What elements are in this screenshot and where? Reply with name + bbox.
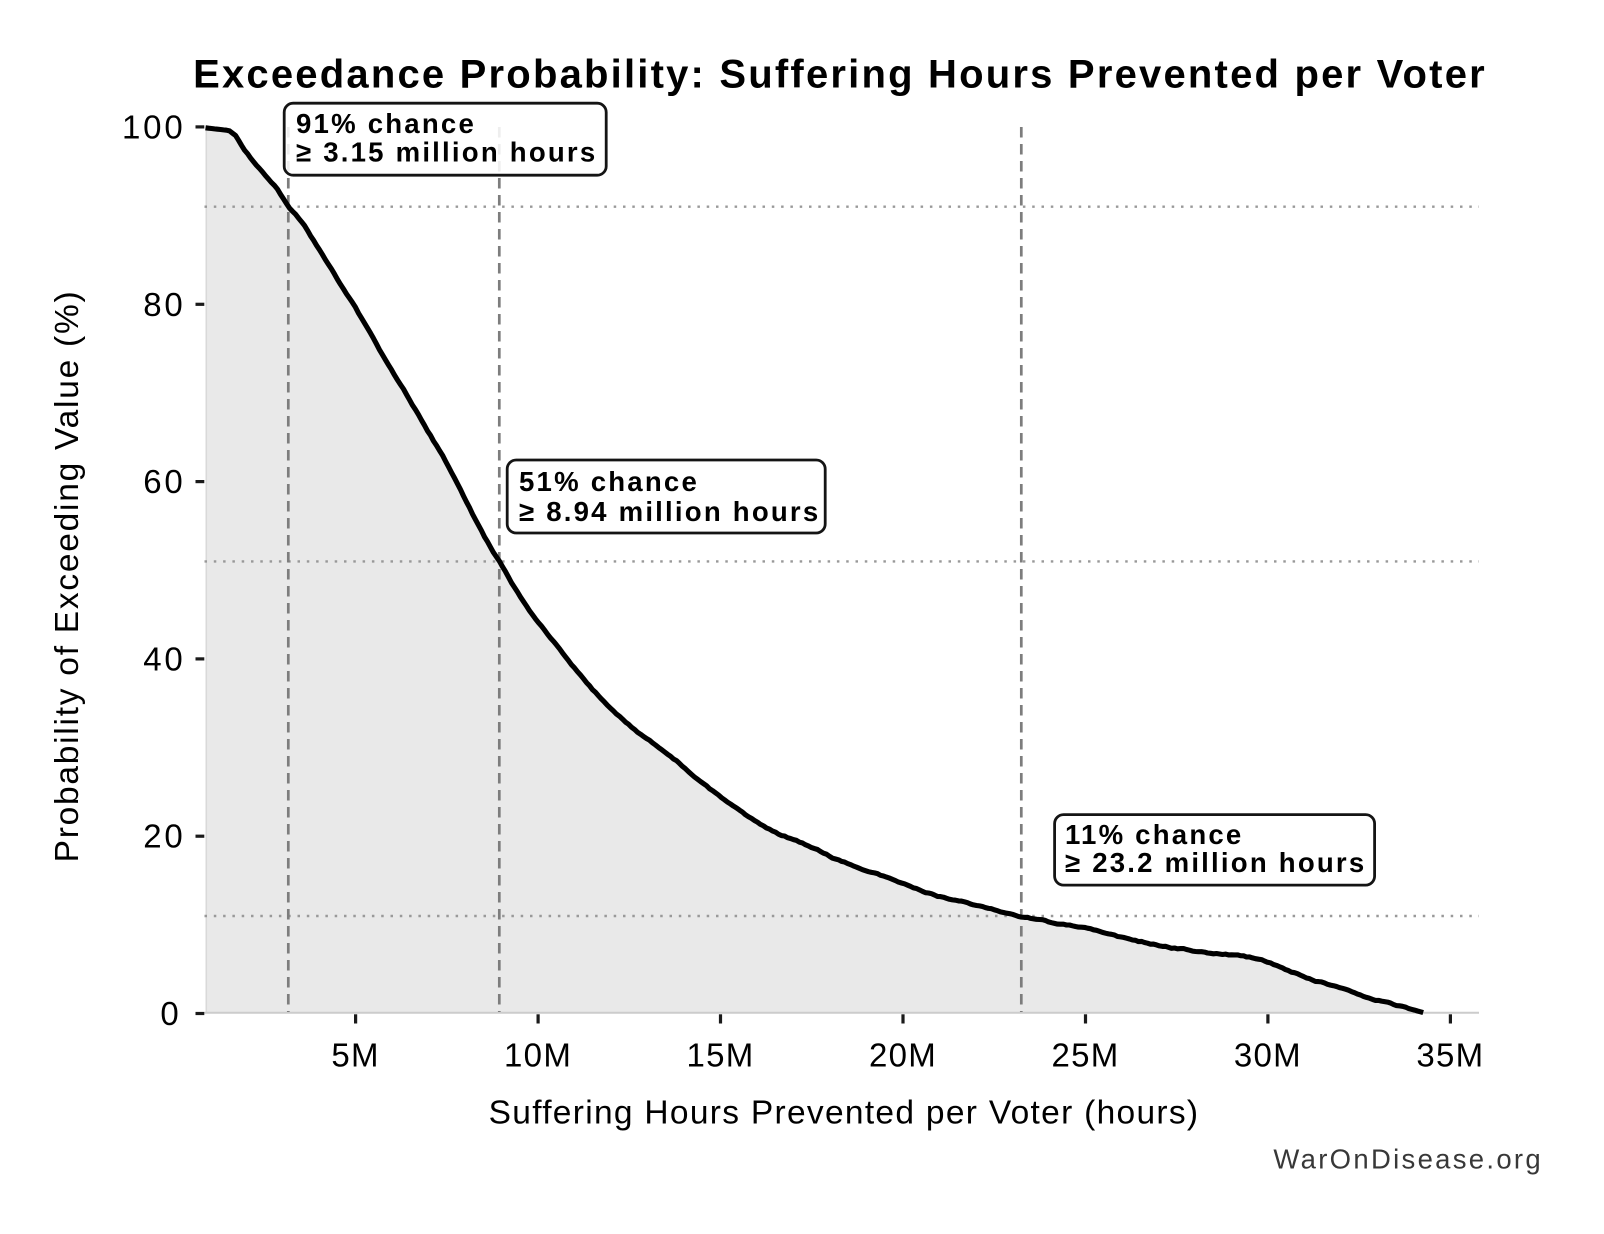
svg-text:10M: 10M <box>504 1037 572 1074</box>
svg-text:35M: 35M <box>1416 1037 1484 1074</box>
svg-text:60: 60 <box>143 463 185 500</box>
svg-text:≥ 23.2 million hours: ≥ 23.2 million hours <box>1065 847 1366 878</box>
svg-text:11% chance: 11% chance <box>1065 819 1243 850</box>
svg-text:80: 80 <box>143 286 185 323</box>
svg-text:15M: 15M <box>686 1037 754 1074</box>
svg-text:30M: 30M <box>1234 1037 1302 1074</box>
svg-text:91% chance: 91% chance <box>296 108 476 139</box>
svg-text:≥ 8.94 million hours: ≥ 8.94 million hours <box>519 496 820 527</box>
svg-text:Suffering Hours Prevented per: Suffering Hours Prevented per Voter (hou… <box>489 1095 1200 1132</box>
svg-text:0: 0 <box>160 995 181 1032</box>
svg-text:5M: 5M <box>331 1037 379 1074</box>
svg-text:WarOnDisease.org: WarOnDisease.org <box>1273 1144 1543 1175</box>
svg-text:Probability of Exceeding Value: Probability of Exceeding Value (%) <box>49 290 86 863</box>
svg-text:Exceedance Probability: Suffer: Exceedance Probability: Suffering Hours … <box>193 53 1487 97</box>
svg-text:20: 20 <box>143 818 185 855</box>
svg-text:51% chance: 51% chance <box>519 466 699 497</box>
svg-text:100: 100 <box>122 108 185 145</box>
svg-text:20M: 20M <box>869 1037 937 1074</box>
svg-text:25M: 25M <box>1051 1037 1119 1074</box>
svg-text:≥ 3.15 million hours: ≥ 3.15 million hours <box>296 137 597 168</box>
svg-text:40: 40 <box>143 640 185 677</box>
